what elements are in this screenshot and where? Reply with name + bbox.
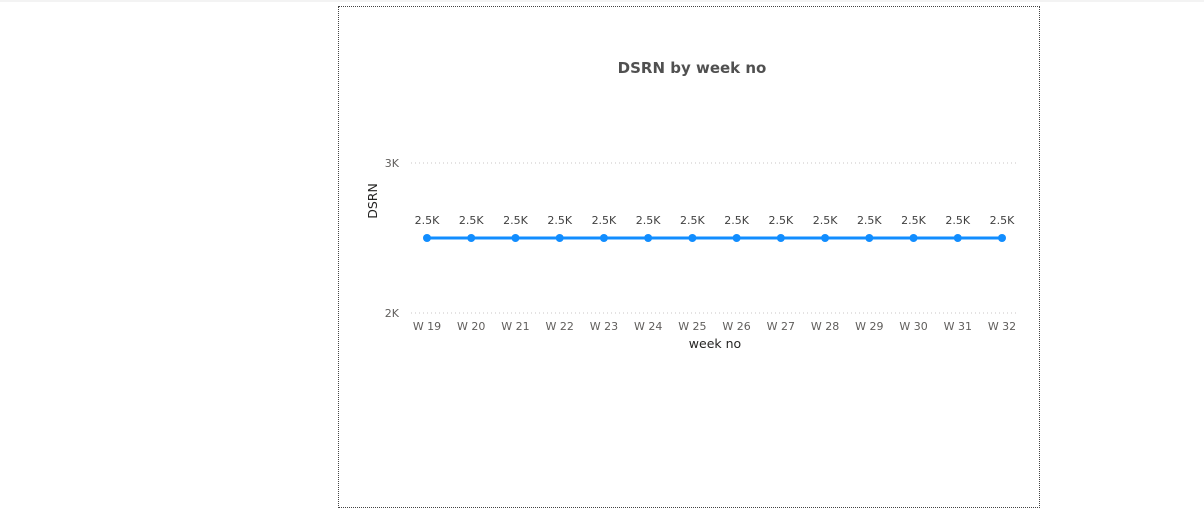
data-label: 2.5K <box>857 214 882 227</box>
x-tick-label: W 31 <box>944 320 972 333</box>
data-point[interactable] <box>909 234 918 242</box>
x-tick-label: W 30 <box>899 320 927 333</box>
data-label: 2.5K <box>459 214 484 227</box>
series-dsrn <box>423 234 1006 242</box>
x-tick-label: W 29 <box>855 320 883 333</box>
data-label: 2.5K <box>592 214 617 227</box>
y-axis-title: DSRN <box>365 183 380 219</box>
data-label: 2.5K <box>547 214 572 227</box>
x-tick-label: W 24 <box>634 320 662 333</box>
data-label: 2.5K <box>990 214 1015 227</box>
x-tick-label: W 21 <box>501 320 529 333</box>
data-labels: 2.5K 2.5K 2.5K 2.5K 2.5K 2.5K 2.5K 2.5K 2.5K 2.5K… <box>415 214 1015 227</box>
data-point[interactable] <box>865 234 874 242</box>
chart-title: DSRN by week no <box>618 59 767 77</box>
x-tick-label: W 25 <box>678 320 706 333</box>
y-axis-ticks: 2K 3K <box>385 157 400 320</box>
data-label: 2.5K <box>415 214 440 227</box>
x-axis-title: week no <box>689 336 741 351</box>
x-tick-label: W 26 <box>722 320 750 333</box>
x-tick-label: W 27 <box>767 320 795 333</box>
data-point[interactable] <box>555 234 564 242</box>
data-point[interactable] <box>732 234 741 242</box>
data-point[interactable] <box>953 234 962 242</box>
data-point[interactable] <box>998 234 1006 242</box>
data-point[interactable] <box>467 234 476 242</box>
data-point[interactable] <box>821 234 830 242</box>
data-label: 2.5K <box>724 214 749 227</box>
data-label: 2.5K <box>636 214 661 227</box>
top-strip <box>0 0 1204 2</box>
x-tick-label: W 32 <box>988 320 1016 333</box>
data-point[interactable] <box>644 234 653 242</box>
data-label: 2.5K <box>945 214 970 227</box>
x-tick-label: W 28 <box>811 320 839 333</box>
gridlines <box>411 162 1017 314</box>
data-label: 2.5K <box>503 214 528 227</box>
data-point[interactable] <box>423 234 431 242</box>
data-label: 2.5K <box>813 214 838 227</box>
line-chart-visual[interactable]: DSRN by week no 2K 3K DSRN W 19 W 20 W 21 W … <box>338 6 1040 508</box>
x-axis-ticks: W 19 W 20 W 21 W 22 W 23 W 24 W 25 W 26 W 27 W 28… <box>413 320 1016 333</box>
data-point[interactable] <box>688 234 697 242</box>
data-label: 2.5K <box>768 214 793 227</box>
x-tick-label: W 19 <box>413 320 441 333</box>
data-point[interactable] <box>599 234 608 242</box>
y-tick-label: 2K <box>385 307 400 320</box>
x-tick-label: W 23 <box>590 320 618 333</box>
x-tick-label: W 20 <box>457 320 485 333</box>
x-tick-label: W 22 <box>546 320 574 333</box>
data-point[interactable] <box>776 234 785 242</box>
data-point[interactable] <box>511 234 520 242</box>
data-label: 2.5K <box>901 214 926 227</box>
y-tick-label: 3K <box>385 157 400 170</box>
data-label: 2.5K <box>680 214 705 227</box>
